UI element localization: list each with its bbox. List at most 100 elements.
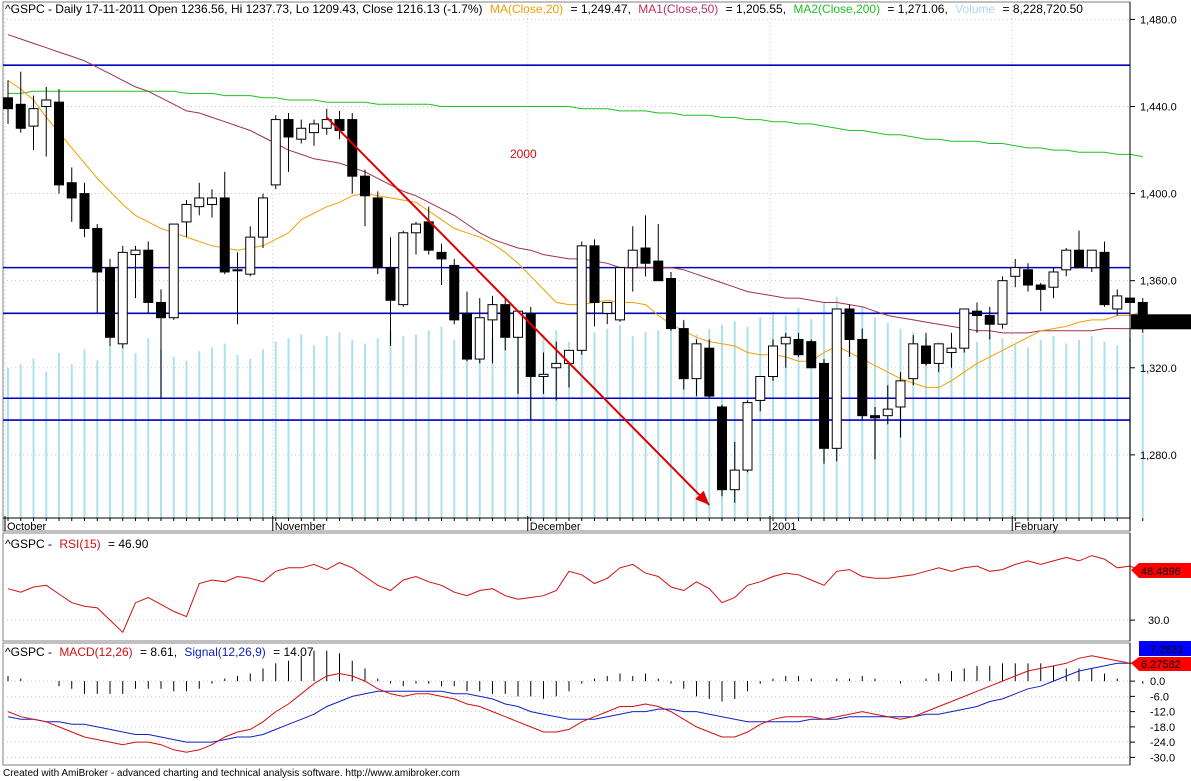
- macd-legend: MACD(12,26): [59, 645, 132, 659]
- ma200-legend-value: = 1,271.06,: [887, 2, 947, 16]
- candle-body: [1074, 249, 1084, 269]
- volume-bar: [517, 332, 519, 518]
- candle-body: [704, 347, 715, 397]
- volume-bar: [772, 311, 774, 518]
- volume-bar: [1001, 338, 1004, 518]
- volume-bar: [325, 336, 328, 518]
- rsi-line: [7, 555, 1143, 634]
- rsi-title-prefix: ^GSPC -: [5, 537, 52, 551]
- volume-bar: [759, 317, 762, 518]
- candle-body: [398, 232, 409, 306]
- candle-body: [666, 278, 676, 330]
- volume-legend-value: = 8,228,720.50: [1003, 2, 1084, 16]
- candle-body: [1035, 284, 1046, 290]
- candle-body: [181, 203, 192, 223]
- volume-bar: [1141, 334, 1144, 518]
- candle-body: [79, 193, 90, 229]
- price-y-axis: 1,480.0 1,440.0 1,400.0 1,360.0 1,320.0 1,280…: [1129, 2, 1177, 531]
- volume-bar: [976, 341, 978, 518]
- signal-badge: 7.2831: [1139, 641, 1191, 656]
- macd-title-prefix: ^GSPC -: [5, 645, 52, 659]
- candle-body: [194, 197, 205, 208]
- volume-bar: [529, 326, 532, 518]
- volume-bar: [223, 343, 226, 518]
- volume-bar: [950, 345, 953, 518]
- annotation-2000: 2000: [510, 147, 537, 161]
- candle-body: [984, 315, 995, 325]
- price-y-tick-label: 1,440.0: [1140, 102, 1177, 114]
- candle-body: [143, 249, 154, 303]
- macd-y-tick-label: -30.0: [1150, 752, 1175, 764]
- macd-pane-frame: [2, 642, 1131, 766]
- candle-body: [41, 99, 52, 108]
- volume-bar: [1090, 336, 1093, 518]
- rsi-badge-box: [1131, 563, 1191, 578]
- candle-body: [933, 343, 944, 364]
- candle-body: [423, 221, 434, 251]
- candle-body: [1061, 249, 1072, 271]
- volume-bar: [1027, 347, 1029, 518]
- macd-pane-title: ^GSPC - MACD(12,26) = 8.61, Signal(12,26…: [5, 645, 314, 659]
- ma200-legend: MA2(Close,200): [793, 2, 880, 16]
- volume-bar: [300, 334, 303, 518]
- last-value-badge-box: [1131, 314, 1191, 330]
- volume-bar: [376, 338, 379, 518]
- volume-bar: [1014, 343, 1017, 518]
- candle-body: [487, 304, 498, 321]
- candle-body: [1023, 269, 1033, 286]
- last-value-badge: 1,340.89: [1131, 314, 1191, 330]
- price-pane-title: ^GSPC - Daily 17-11-2011 Open 1236.56, H…: [5, 2, 1083, 16]
- moving-average-lines: [7, 34, 1143, 388]
- candle-body: [678, 328, 689, 380]
- candle-body: [551, 362, 562, 369]
- volume-bar: [134, 353, 137, 518]
- price-x-tick-label: October: [7, 521, 46, 533]
- macd-signal-lines: [7, 655, 1143, 753]
- candle-body: [232, 269, 243, 272]
- volume-bar: [593, 332, 596, 518]
- volume-bar: [912, 332, 915, 518]
- candle-body: [780, 336, 791, 345]
- signal-series-line: [7, 662, 1143, 743]
- price-x-tick-label: December: [530, 521, 581, 533]
- macd-badge: 6.27582: [1131, 657, 1191, 671]
- ma200-line: [8, 90, 1143, 158]
- volume-bar: [1065, 343, 1068, 518]
- volume-bar: [45, 371, 48, 518]
- candle-body: [882, 408, 893, 417]
- price-y-tick-label: 1,480.0: [1140, 14, 1177, 26]
- candle-body: [844, 308, 855, 340]
- candle-body: [768, 345, 778, 377]
- macd-badge-box: [1131, 657, 1191, 671]
- volume-bar: [351, 339, 354, 518]
- candle-body: [831, 308, 842, 449]
- last-value-badge-text: 1,340.89: [1141, 317, 1184, 329]
- volume-bar: [708, 328, 711, 518]
- candle-body: [717, 406, 727, 491]
- candle-body: [334, 119, 345, 131]
- volume-bar: [695, 334, 698, 518]
- candle-body: [729, 469, 740, 491]
- candle-body: [921, 345, 931, 364]
- volume-bar: [7, 368, 9, 518]
- support-resistance-lines: [3, 64, 1130, 421]
- volume-bar: [1103, 341, 1106, 518]
- candle-body: [207, 197, 217, 205]
- volume-bar: [70, 364, 73, 518]
- candle-body: [270, 119, 281, 186]
- rsi-pane: 30.0 48.4896 ^GSPC - RSI(15) = 46.90: [2, 532, 1191, 642]
- volume-bar: [657, 330, 660, 518]
- price-y-tick-label: 1,400.0: [1140, 189, 1177, 201]
- volume-bar: [198, 351, 201, 518]
- candle-body: [436, 251, 447, 260]
- ma50-legend: MA1(Close,50): [638, 2, 718, 16]
- trend-line[interactable]: [326, 116, 710, 506]
- volume-bar: [580, 338, 583, 518]
- candle-body: [793, 338, 804, 356]
- volume-bar: [784, 315, 787, 518]
- candle-body: [946, 347, 957, 354]
- candle-body: [908, 343, 919, 380]
- rsi-legend-value: = 46.90: [108, 537, 149, 551]
- candle-body: [28, 108, 39, 127]
